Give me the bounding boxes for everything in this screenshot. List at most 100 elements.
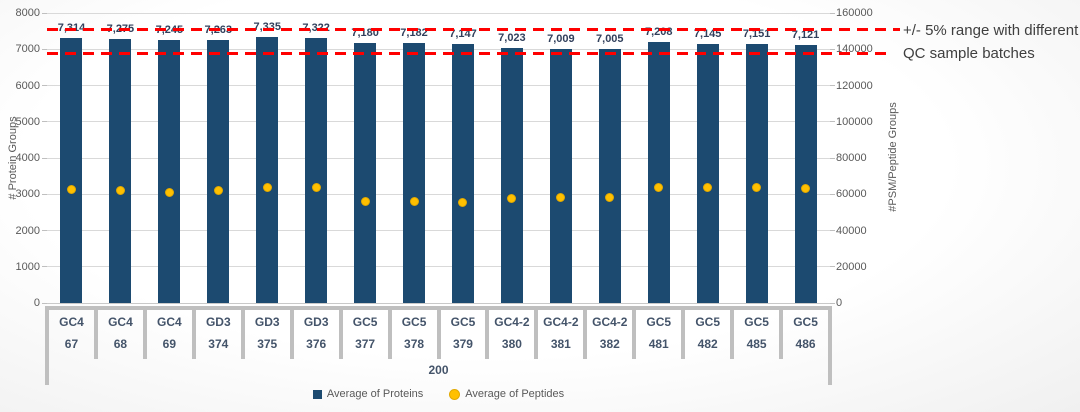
category-separator bbox=[534, 306, 539, 359]
left-axis-tick bbox=[42, 48, 47, 50]
bar[interactable] bbox=[794, 44, 817, 303]
data-point-dot[interactable] bbox=[752, 183, 762, 193]
bar[interactable] bbox=[158, 40, 181, 303]
category-label-id: 374 bbox=[208, 337, 229, 351]
bar[interactable] bbox=[451, 43, 474, 303]
category-separator bbox=[387, 306, 392, 359]
category-label-id: 379 bbox=[452, 337, 473, 351]
data-point-dot[interactable] bbox=[801, 184, 811, 194]
category-label-group: GC5 bbox=[646, 315, 672, 329]
data-point-dot[interactable] bbox=[360, 197, 370, 206]
category-label-id: 378 bbox=[404, 337, 425, 351]
category-label-id: 377 bbox=[355, 337, 376, 351]
legend-item-proteins[interactable]: Average of Proteins bbox=[312, 388, 424, 400]
bar[interactable] bbox=[696, 43, 719, 303]
annotation-line-2: QC sample batches bbox=[903, 45, 1035, 62]
data-point-dot[interactable] bbox=[164, 187, 174, 197]
legend-label-proteins: Average of Proteins bbox=[326, 388, 424, 400]
bar[interactable] bbox=[305, 37, 328, 303]
category-separator bbox=[828, 306, 832, 385]
bar[interactable] bbox=[207, 39, 230, 303]
gridline bbox=[47, 266, 830, 268]
bar[interactable] bbox=[256, 37, 279, 303]
left-axis-tick-label: 0 bbox=[33, 297, 40, 309]
data-point-dot[interactable] bbox=[703, 183, 713, 193]
category-separator bbox=[338, 306, 343, 359]
right-axis-tick-label: 0 bbox=[836, 297, 843, 309]
category-separator bbox=[142, 306, 147, 359]
dot-series-marker-icon bbox=[449, 388, 461, 400]
category-label-group: GD3 bbox=[303, 315, 329, 329]
right-axis-tick-label: 80000 bbox=[836, 152, 867, 164]
left-axis-tick-label: 6000 bbox=[15, 79, 40, 92]
left-axis-tick-label: 2000 bbox=[15, 224, 40, 237]
left-axis-tick-label: 5000 bbox=[15, 115, 40, 128]
category-label-group: GC5 bbox=[352, 315, 378, 329]
gridline bbox=[47, 85, 830, 86]
legend: Average of Proteins Average of Peptides bbox=[47, 388, 830, 400]
right-axis-tick bbox=[830, 85, 835, 86]
bar[interactable] bbox=[598, 49, 621, 303]
category-separator bbox=[289, 306, 294, 359]
category-label-id: 67 bbox=[64, 337, 79, 351]
right-axis-tick-label: 40000 bbox=[836, 224, 867, 237]
bar[interactable] bbox=[403, 42, 426, 303]
category-label-id: 482 bbox=[697, 337, 718, 351]
bar-value-label: 7,147 bbox=[449, 27, 477, 40]
category-label-group: GC5 bbox=[695, 315, 720, 329]
left-axis-tick bbox=[42, 85, 47, 86]
data-point-dot[interactable] bbox=[654, 182, 664, 192]
right-axis-tick-label: 100000 bbox=[836, 115, 873, 128]
right-axis-tick bbox=[830, 266, 835, 268]
data-point-dot[interactable] bbox=[507, 194, 517, 204]
right-axis-tick-label: 160000 bbox=[836, 7, 873, 19]
category-separator bbox=[93, 306, 98, 359]
bar[interactable] bbox=[647, 41, 670, 303]
category-label-id: 69 bbox=[162, 337, 177, 351]
data-point-dot[interactable] bbox=[115, 186, 125, 196]
category-label-id: 382 bbox=[599, 337, 620, 351]
category-separator bbox=[485, 306, 490, 359]
category-label-id: 376 bbox=[306, 337, 327, 351]
data-point-dot[interactable] bbox=[409, 197, 419, 206]
data-point-dot[interactable] bbox=[66, 185, 76, 195]
category-label-id: 486 bbox=[795, 337, 816, 351]
left-axis-tick-label: 8000 bbox=[15, 7, 40, 19]
legend-item-peptides[interactable]: Average of Peptides bbox=[449, 388, 564, 400]
data-point-dot[interactable] bbox=[311, 183, 321, 193]
left-axis-tick-label: 3000 bbox=[15, 188, 40, 201]
reference-annotation: +/- 5% range with different QC sample ba… bbox=[903, 19, 1078, 65]
category-label-group: GC4-2 bbox=[494, 315, 530, 329]
left-axis-tick bbox=[42, 157, 47, 159]
left-axis-tick bbox=[42, 266, 47, 268]
category-label-id: 68 bbox=[113, 337, 128, 351]
bar[interactable] bbox=[500, 48, 523, 303]
gridline bbox=[47, 157, 830, 159]
bar[interactable] bbox=[109, 39, 132, 303]
bar[interactable] bbox=[745, 43, 768, 303]
category-label-group: GC5 bbox=[401, 315, 427, 329]
data-point-dot[interactable] bbox=[458, 197, 468, 207]
right-axis-tick bbox=[830, 302, 835, 304]
data-point-dot[interactable] bbox=[605, 193, 615, 203]
bar[interactable] bbox=[60, 37, 83, 303]
gridline bbox=[47, 121, 830, 123]
right-axis-tick bbox=[830, 230, 835, 231]
right-axis-tick bbox=[830, 121, 835, 123]
category-separator bbox=[45, 306, 49, 385]
bar[interactable] bbox=[354, 42, 377, 303]
bar[interactable] bbox=[549, 48, 572, 303]
bar-series-marker-icon bbox=[312, 389, 322, 399]
data-point-dot[interactable] bbox=[556, 193, 566, 203]
category-label-group: GD3 bbox=[205, 315, 231, 329]
bar-value-label: 7,121 bbox=[791, 28, 820, 41]
left-axis-tick-label: 4000 bbox=[15, 152, 40, 164]
category-label-id: 485 bbox=[746, 337, 767, 351]
data-point-dot[interactable] bbox=[262, 183, 272, 193]
left-axis-tick-label: 1000 bbox=[15, 260, 40, 273]
data-point-dot[interactable] bbox=[213, 186, 223, 196]
left-axis-tick bbox=[42, 121, 47, 123]
bar-value-label: 7,005 bbox=[596, 33, 624, 46]
right-axis-tick bbox=[830, 157, 835, 159]
